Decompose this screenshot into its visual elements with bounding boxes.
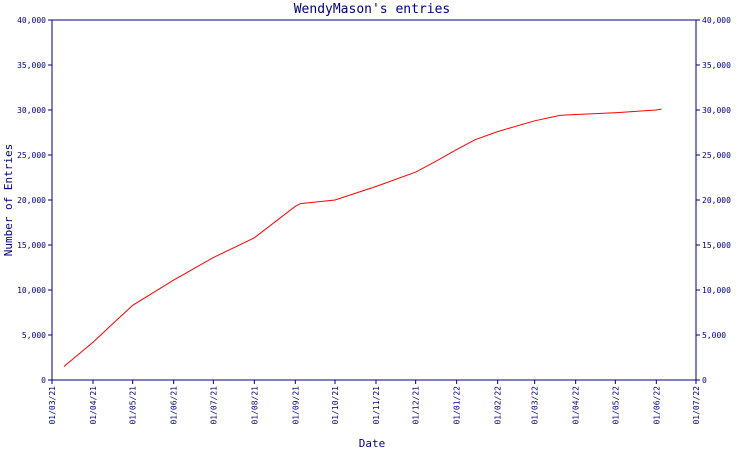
x-tick-label: 01/05/22	[611, 386, 620, 425]
x-tick-label: 01/05/21	[129, 386, 138, 425]
y-tick-label-right: 5,000	[702, 331, 726, 340]
y-tick-label-left: 0	[41, 376, 46, 385]
x-tick-label: 01/06/21	[170, 386, 179, 425]
x-tick-label: 01/03/21	[48, 386, 57, 425]
x-tick-label: 01/04/22	[572, 386, 581, 425]
x-tick-label: 01/01/22	[453, 386, 462, 425]
chart-title: WendyMason's entries	[294, 2, 451, 17]
y-tick-label-left: 15,000	[17, 241, 46, 250]
series-layer	[63, 108, 662, 367]
x-tick-label: 01/07/21	[209, 386, 218, 425]
x-tick-label: 01/02/22	[494, 386, 503, 425]
x-tick-label: 01/10/21	[331, 386, 340, 425]
y-tick-label-left: 25,000	[17, 151, 46, 160]
x-tick-label: 01/06/22	[652, 386, 661, 425]
y-tick-label-left: 5,000	[22, 331, 46, 340]
y-tick-label-right: 40,000	[702, 16, 731, 25]
y-tick-label-right: 10,000	[702, 286, 731, 295]
series-line	[63, 108, 662, 367]
plot-area	[51, 19, 697, 381]
x-tick-label: 01/04/21	[89, 386, 98, 425]
x-tick-label: 01/12/21	[412, 386, 421, 425]
y-tick-label-right: 15,000	[702, 241, 731, 250]
x-axis: 01/03/21 01/04/21 01/05/21 01/06/21 01/07/21…	[48, 380, 701, 425]
x-tick-label: 01/03/22	[531, 386, 540, 425]
y-axis-left: 0 5,000 10,000 15,000 20,000 25,000 30,000 35,0…	[17, 16, 52, 385]
y-tick-label-right: 25,000	[702, 151, 731, 160]
y-tick-label-left: 20,000	[17, 196, 46, 205]
y-tick-label-left: 40,000	[17, 16, 46, 25]
y-axis-label: Number of Entries	[2, 144, 15, 257]
y-axis-right: 0 5,000 10,000 15,000 20,000 25,000 30,000 35,0…	[696, 16, 731, 385]
x-tick-label: 01/09/21	[291, 386, 300, 425]
x-tick-label: 01/07/22	[692, 386, 701, 425]
y-tick-label-left: 10,000	[17, 286, 46, 295]
y-tick-label-right: 0	[702, 376, 707, 385]
y-tick-label-left: 30,000	[17, 106, 46, 115]
y-tick-label-right: 35,000	[702, 61, 731, 70]
y-tick-label-right: 20,000	[702, 196, 731, 205]
y-tick-label-right: 30,000	[702, 106, 731, 115]
x-tick-label: 01/11/21	[372, 386, 381, 425]
y-tick-label-left: 35,000	[17, 61, 46, 70]
x-tick-label: 01/08/21	[250, 386, 259, 425]
x-axis-label: Date	[359, 437, 386, 450]
